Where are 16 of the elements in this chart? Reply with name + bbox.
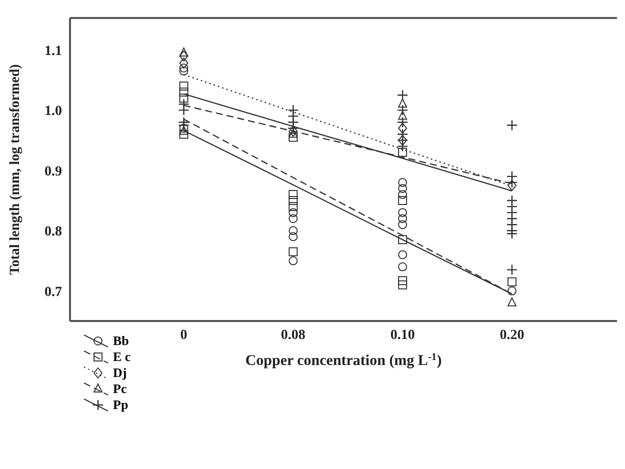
legend-label: E c xyxy=(113,349,131,365)
x-tick-label: 0.10 xyxy=(390,328,415,343)
y-tick-label: 1.0 xyxy=(44,104,62,120)
legend-label: Dj xyxy=(113,365,127,381)
x-tick-label: 0 xyxy=(180,328,188,343)
y-tick-label: 0.8 xyxy=(44,224,62,240)
y-axis-title: Total length (mm, log transformed) xyxy=(8,64,23,275)
legend-label: Bb xyxy=(113,333,129,349)
x-axis-title: Copper concentration (mg L$^{-1}$) xyxy=(245,352,442,369)
y-tick-label: 0.9 xyxy=(44,164,62,180)
x-tick-label: 0.20 xyxy=(500,328,524,343)
y-tick-label: 0.7 xyxy=(44,284,62,300)
y-tick-label: 1.1 xyxy=(44,44,62,59)
legend-label: Pc xyxy=(113,381,127,397)
x-tick-label: 0.08 xyxy=(280,328,306,343)
legend-label: Pp xyxy=(113,397,128,413)
